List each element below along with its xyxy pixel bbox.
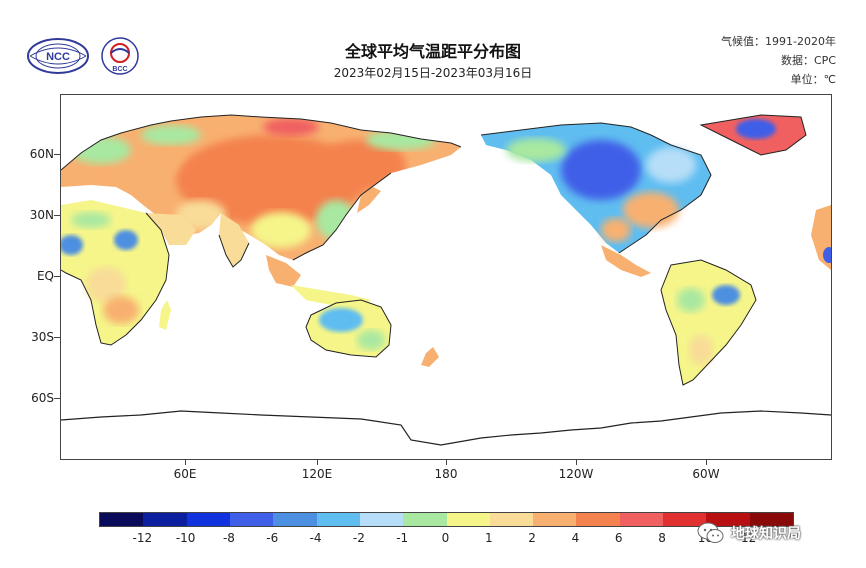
colorbar-label: -1: [396, 531, 409, 545]
lon-tick: [185, 459, 186, 465]
colorbar-cell: [143, 513, 187, 526]
lat-label-60n: 60N: [29, 147, 54, 161]
map-metadata: 气候值：1991-2020年 数据：CPC 单位：℃: [721, 32, 836, 89]
japan-region: [357, 187, 381, 213]
ncc-logo: NCC: [27, 38, 89, 74]
colorbar-cell: [706, 513, 750, 526]
coastlines: [61, 114, 807, 386]
colorbar-label: -12: [132, 531, 153, 545]
colorbar-label: -2: [352, 531, 365, 545]
colorbar-cell: [316, 513, 360, 526]
lat-label-eq: EQ: [36, 269, 54, 283]
bcc-logo: BCC: [101, 37, 139, 75]
baseline-text: 气候值：1991-2020年: [721, 35, 836, 48]
colorbar-label: 6: [614, 531, 623, 545]
lon-label-120w: 120W: [558, 467, 594, 481]
lat-tick: [54, 215, 60, 216]
colorbar-label: -4: [309, 531, 322, 545]
svg-text:NCC: NCC: [46, 51, 70, 63]
antarctica-outline: [61, 410, 831, 446]
colorbar-cell: [619, 513, 664, 526]
colorbar-label: -10: [175, 531, 196, 545]
lon-tick: [576, 459, 577, 465]
north-america-region: [481, 115, 831, 277]
colorbar-label: 4: [571, 531, 580, 545]
map-title: 全球平均气温距平分布图: [344, 42, 521, 61]
lon-tick: [706, 459, 707, 465]
colorbar-cell: [229, 513, 274, 526]
lon-label-120e: 120E: [301, 467, 333, 481]
colorbar-cell: [489, 513, 534, 526]
wechat-icon: [697, 522, 724, 543]
colorbar-cell: [533, 513, 577, 526]
africa-region: [61, 200, 196, 345]
colorbar-label: 8: [658, 531, 666, 545]
lat-label-30s: 30S: [31, 330, 54, 344]
lon-tick: [446, 459, 447, 465]
colorbar-label: 1: [484, 531, 493, 545]
colorbar-cell: [446, 513, 490, 526]
colorbar-label: -6: [266, 531, 279, 545]
svg-text:BCC: BCC: [112, 66, 127, 73]
unit-text: 单位：℃: [790, 73, 836, 86]
watermark-text: 地球知识局: [731, 526, 801, 542]
colorbar-cell: [576, 513, 620, 526]
lat-label-60s: 60S: [31, 391, 54, 405]
colorbar-cell: [749, 513, 793, 526]
colorbar-cell: [403, 513, 447, 526]
colorbar-cell: [273, 513, 317, 526]
colorbar: [99, 512, 794, 527]
colorbar-cell: [100, 513, 144, 526]
lat-tick: [54, 398, 60, 399]
eurasia-region: [61, 115, 461, 260]
colorbar-label: 2: [528, 531, 536, 545]
lon-tick: [317, 459, 318, 465]
lat-tick: [54, 276, 60, 277]
anomaly-map: [60, 94, 832, 460]
watermark: 地球知识局: [697, 520, 847, 546]
lat-label-30n: 30N: [29, 208, 54, 222]
colorbar-label: -8: [222, 531, 235, 545]
colorbar-label: 12: [741, 531, 757, 545]
date-range: 2023年02月15日-2023年03月16日: [333, 66, 533, 80]
colorbar-cell: [359, 513, 404, 526]
lon-label-60w: 60W: [692, 467, 720, 481]
lon-label-180: 180: [434, 467, 458, 481]
lon-label-60e: 60E: [173, 467, 197, 481]
south-america-region: [661, 260, 756, 385]
colorbar-cell: [663, 513, 707, 526]
lat-tick: [54, 154, 60, 155]
colorbar-label: 0: [441, 531, 450, 545]
australia-region: [306, 300, 439, 367]
colorbar-cell: [186, 513, 230, 526]
source-text: 数据：CPC: [781, 54, 836, 67]
lat-tick: [54, 337, 60, 338]
